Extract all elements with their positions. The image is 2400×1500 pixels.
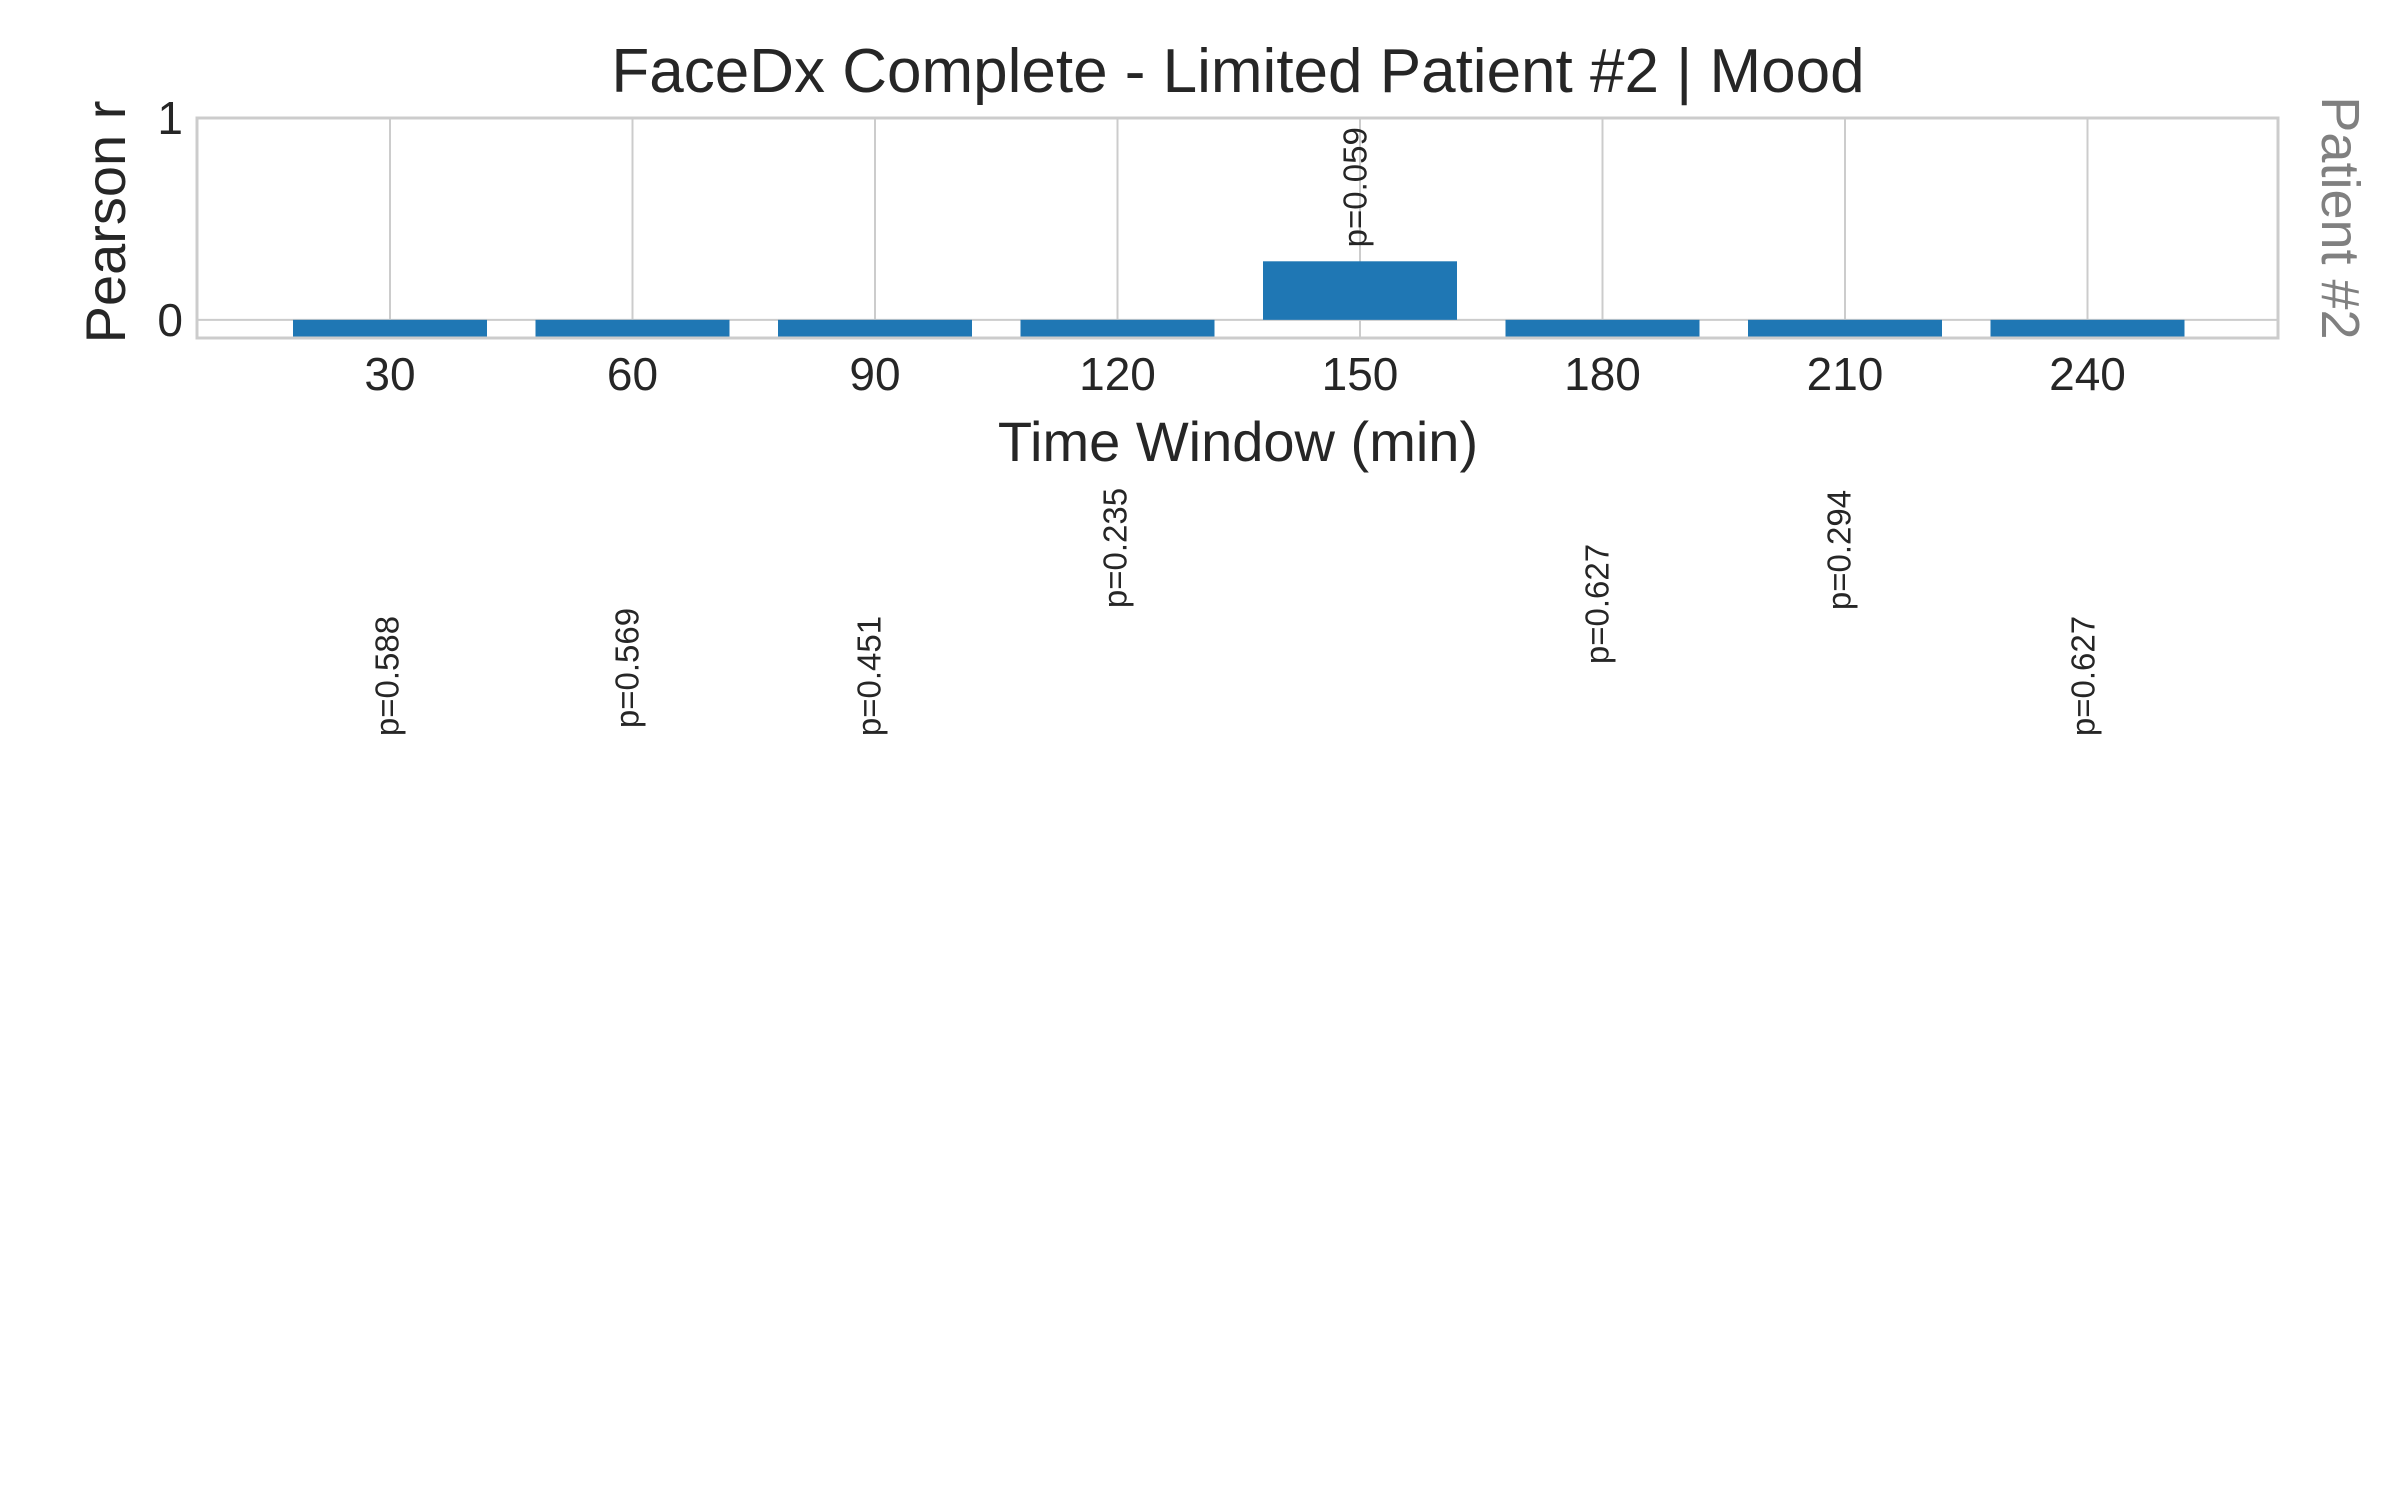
gridlines <box>197 117 2278 338</box>
data-label: p=0.294 <box>1821 490 1858 610</box>
y-tick-labels: 01 <box>157 92 183 346</box>
bar <box>1505 319 1700 338</box>
data-label: p=0.451 <box>851 616 888 736</box>
bar <box>1020 319 1215 338</box>
x-axis-title: Time Window (min) <box>998 410 1478 473</box>
bar <box>1263 261 1457 320</box>
y-tick-label: 0 <box>157 294 183 346</box>
bars <box>293 261 2185 338</box>
x-tick-label: 30 <box>364 348 415 400</box>
data-label: p=0.588 <box>369 616 406 736</box>
x-tick-label: 240 <box>2049 348 2126 400</box>
x-tick-labels: 30 60 90 120 150 180 210 240 <box>364 348 2125 400</box>
x-tick-label: 90 <box>849 348 900 400</box>
data-label: p=0.569 <box>609 608 646 728</box>
data-labels: p=0.588 p=0.569 p=0.451 p=0.235 p=0.059 p=0.6… <box>369 127 2102 736</box>
data-label: p=0.627 <box>1579 544 1616 664</box>
chart-title: FaceDx Complete - Limited Patient #2 | M… <box>611 37 1864 106</box>
x-tick-label: 60 <box>607 348 658 400</box>
bar <box>1748 319 1942 338</box>
data-label: p=0.059 <box>1337 127 1374 247</box>
y-axis-title: Pearson r <box>74 101 137 344</box>
plot-frame <box>195 116 2280 340</box>
x-tick-label: 120 <box>1079 348 1156 400</box>
data-label: p=0.235 <box>1097 488 1134 608</box>
data-label: p=0.627 <box>2065 616 2102 736</box>
y-tick-label: 1 <box>157 92 183 144</box>
side-label-patient: Patient #2 <box>2310 96 2370 339</box>
bar <box>293 319 487 338</box>
bar <box>1990 319 2185 338</box>
bar <box>535 319 730 338</box>
x-tick-label: 150 <box>1322 348 1399 400</box>
x-tick-label: 180 <box>1564 348 1641 400</box>
x-tick-label: 210 <box>1807 348 1884 400</box>
bar <box>778 319 972 338</box>
